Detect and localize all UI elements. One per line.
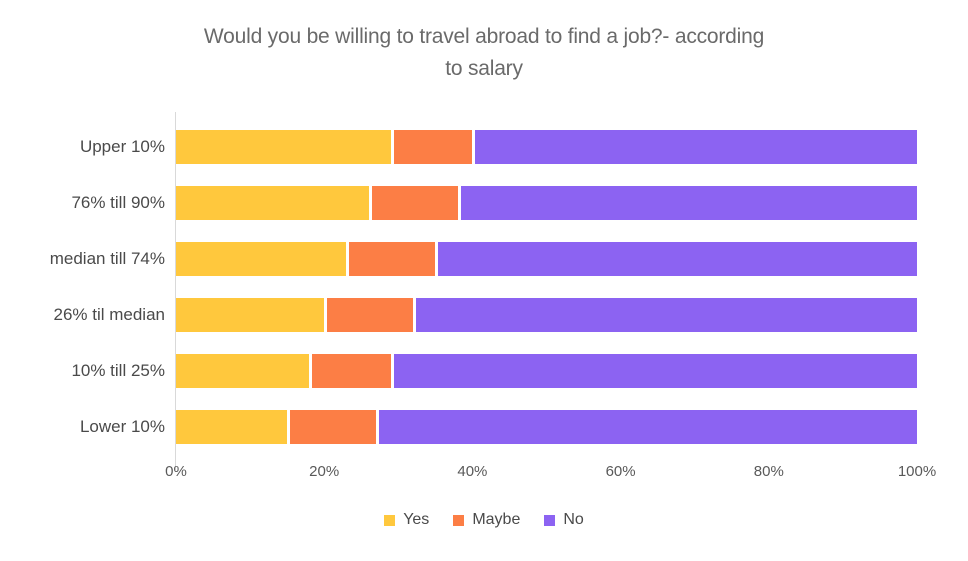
bar-segment-yes <box>176 186 369 220</box>
bar-rows: Upper 10% 76% till 90% median till 74% 26% … <box>50 119 917 455</box>
bar-track <box>176 298 917 332</box>
x-axis-tick-label: 20% <box>309 463 340 480</box>
category-label: 76% till 90% <box>71 193 165 212</box>
yes-legend-swatch <box>384 514 396 526</box>
bar-segment-maybe <box>324 298 414 332</box>
x-axis-tick-label: 40% <box>457 463 488 480</box>
bar-segment-yes <box>176 130 391 164</box>
bar-track <box>176 242 917 276</box>
x-axis-tick-label: 60% <box>605 463 636 480</box>
category-label: Upper 10% <box>79 137 165 156</box>
legend: Yes Maybe No <box>0 511 968 529</box>
bar-segment-no <box>376 410 917 444</box>
legend-label: Yes <box>403 511 430 528</box>
category-label: 10% till 25% <box>71 361 165 380</box>
bar-row: 76% till 90% <box>71 175 917 231</box>
bar-row: Lower 10% <box>80 399 917 455</box>
bar-segment-maybe <box>287 410 377 444</box>
bar-segment-maybe <box>346 242 436 276</box>
bar-segment-yes <box>176 242 347 276</box>
bar-track <box>176 354 917 388</box>
bar-track <box>176 130 917 164</box>
chart-title: Would you be willing to travel abroad to… <box>203 25 765 80</box>
bar-track <box>176 186 917 220</box>
legend-item-yes: Yes <box>384 511 429 529</box>
bar-segment-no <box>413 298 917 332</box>
bar-row: 10% till 25% <box>71 343 917 399</box>
bar-segment-maybe <box>309 354 391 388</box>
legend-label: No <box>563 511 584 528</box>
bar-segment-no <box>457 186 917 220</box>
bar-row: Upper 10% <box>80 119 917 175</box>
maybe-legend-swatch <box>453 514 465 526</box>
x-axis-tick-label: 0% <box>165 463 187 480</box>
x-axis-tick-label: 100% <box>897 463 937 480</box>
bar-segment-no <box>435 242 917 276</box>
bar-track <box>176 410 917 444</box>
x-axis-tick-label: 80% <box>753 463 784 480</box>
category-label: 26% til median <box>53 305 165 324</box>
category-label: Lower 10% <box>79 417 165 436</box>
bar-segment-yes <box>176 298 325 332</box>
bar-segment-maybe <box>368 186 458 220</box>
bar-segment-yes <box>176 410 288 444</box>
bar-row: median till 74% <box>50 231 917 287</box>
plot-area: Upper 10% 76% till 90% median till 74% 26% … <box>50 112 936 480</box>
bar-segment-maybe <box>390 130 473 164</box>
category-label: median till 74% <box>49 249 165 268</box>
bar-row: 26% til median <box>53 287 917 343</box>
bar-segment-no <box>390 354 917 388</box>
bar-segment-yes <box>176 354 310 388</box>
no-legend-swatch <box>544 514 556 526</box>
legend-item-no: No <box>544 511 584 529</box>
legend-item-maybe: Maybe <box>453 511 520 529</box>
y-axis-line <box>175 112 176 470</box>
bar-segment-no <box>472 130 917 164</box>
legend-label: Maybe <box>472 511 521 528</box>
